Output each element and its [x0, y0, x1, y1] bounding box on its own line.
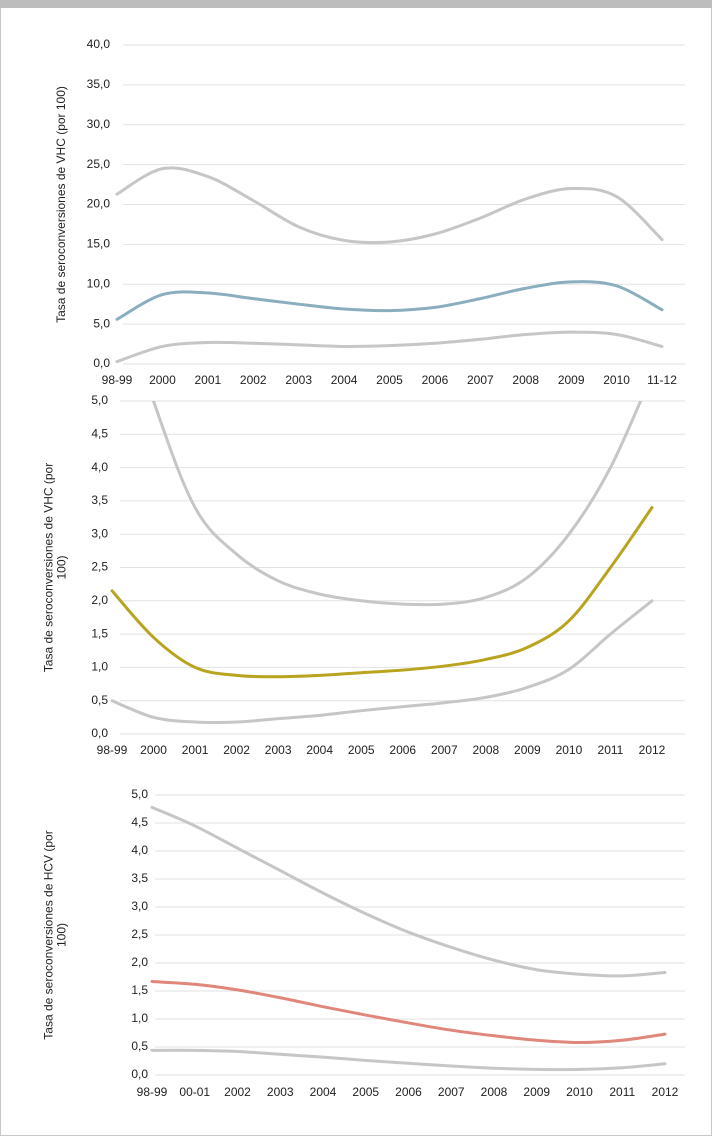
y-tick-label: 0,0	[131, 1067, 148, 1081]
x-tick-label: 2000	[140, 743, 167, 757]
x-tick-label: 2002	[223, 743, 250, 757]
x-tick-label: 98-99	[97, 743, 128, 757]
y-tick-label: 35,0	[87, 77, 111, 91]
y-tick-label: 25,0	[87, 157, 111, 171]
y-tick-label: 2,0	[131, 955, 148, 969]
x-tick-label: 2003	[265, 743, 292, 757]
y-tick-label: 2,0	[91, 593, 108, 607]
x-tick-label: 2007	[467, 373, 494, 387]
y-axis-label: Tasa de seroconversiones de VHC (por 100…	[54, 86, 68, 323]
y-tick-label: 3,5	[91, 493, 108, 507]
x-tick-label: 2005	[376, 373, 403, 387]
y-axis-label: 100)	[55, 923, 69, 947]
y-tick-label: 10,0	[87, 276, 111, 290]
x-tick-label: 2005	[348, 743, 375, 757]
x-tick-label: 2012	[652, 1085, 679, 1099]
x-tick-label: 2006	[389, 743, 416, 757]
series-line	[115, 166, 664, 245]
y-axis-label: Tasa de seroconversiones de HCV (por	[42, 830, 56, 1039]
x-tick-label: 2008	[472, 743, 499, 757]
x-tick-label: 2002	[240, 373, 267, 387]
x-tick-label: 2009	[523, 1085, 550, 1099]
y-tick-label: 3,5	[131, 871, 148, 885]
x-tick-label: 2001	[194, 373, 221, 387]
x-tick-label: 2008	[512, 373, 539, 387]
x-tick-label: 2012	[639, 743, 666, 757]
y-tick-label: 2,5	[131, 927, 148, 941]
y-tick-label: 1,0	[91, 660, 108, 674]
y-tick-label: 4,0	[131, 843, 148, 857]
x-tick-label: 2010	[556, 743, 583, 757]
x-tick-label: 2007	[438, 1085, 465, 1099]
series-line	[150, 1048, 667, 1072]
y-tick-label: 5,0	[131, 787, 148, 801]
y-tick-label: 1,5	[91, 626, 108, 640]
y-tick-label: 4,5	[91, 426, 108, 440]
series-line	[150, 979, 667, 1045]
y-tick-label: 0,5	[91, 693, 108, 707]
x-tick-label: 2004	[310, 1085, 337, 1099]
series-line	[150, 805, 667, 978]
y-tick-label: 5,0	[93, 316, 110, 330]
y-tick-label: 4,0	[91, 460, 108, 474]
series-line	[110, 599, 654, 725]
y-tick-label: 0,5	[131, 1039, 148, 1053]
x-tick-label: 98-99	[137, 1085, 168, 1099]
x-tick-label: 2007	[431, 743, 458, 757]
y-tick-label: 15,0	[87, 237, 111, 251]
x-tick-label: 11-12	[647, 373, 677, 387]
y-tick-label: 2,5	[91, 560, 108, 574]
y-tick-label: 4,5	[131, 815, 148, 829]
x-tick-label: 2010	[603, 373, 630, 387]
series-line	[115, 280, 664, 321]
y-tick-label: 20,0	[87, 197, 111, 211]
x-tick-label: 2011	[609, 1085, 635, 1099]
series-line	[151, 401, 643, 607]
y-tick-label: 5,0	[91, 393, 108, 407]
y-tick-label: 3,0	[131, 899, 148, 913]
x-tick-label: 2010	[566, 1085, 593, 1099]
x-tick-label: 2009	[514, 743, 541, 757]
x-tick-label: 2011	[598, 743, 624, 757]
y-tick-label: 40,0	[87, 37, 111, 51]
y-tick-label: 30,0	[87, 117, 111, 131]
y-axis-label: Tasa de seroconversiones de VHC (por	[42, 463, 56, 672]
y-axis-label: 100)	[55, 555, 69, 579]
y-tick-label: 1,0	[131, 1011, 148, 1025]
x-tick-label: 2004	[306, 743, 333, 757]
x-tick-label: 2002	[224, 1085, 251, 1099]
x-tick-label: 98-99	[102, 373, 133, 387]
x-tick-label: 00-01	[179, 1085, 210, 1099]
x-tick-label: 2005	[352, 1085, 379, 1099]
x-tick-label: 2001	[182, 743, 209, 757]
x-tick-label: 2008	[481, 1085, 508, 1099]
series-line	[110, 506, 654, 679]
series-line	[115, 330, 664, 364]
y-tick-label: 0,0	[91, 726, 108, 740]
y-tick-label: 3,0	[91, 526, 108, 540]
x-tick-label: 2003	[267, 1085, 294, 1099]
x-tick-label: 2003	[285, 373, 312, 387]
x-tick-label: 2000	[149, 373, 176, 387]
x-tick-label: 2006	[395, 1085, 422, 1099]
x-tick-label: 2009	[558, 373, 585, 387]
y-tick-label: 1,5	[131, 983, 148, 997]
y-tick-label: 0,0	[93, 356, 110, 370]
header-bar	[0, 0, 712, 8]
x-tick-label: 2006	[422, 373, 449, 387]
x-tick-label: 2004	[331, 373, 358, 387]
